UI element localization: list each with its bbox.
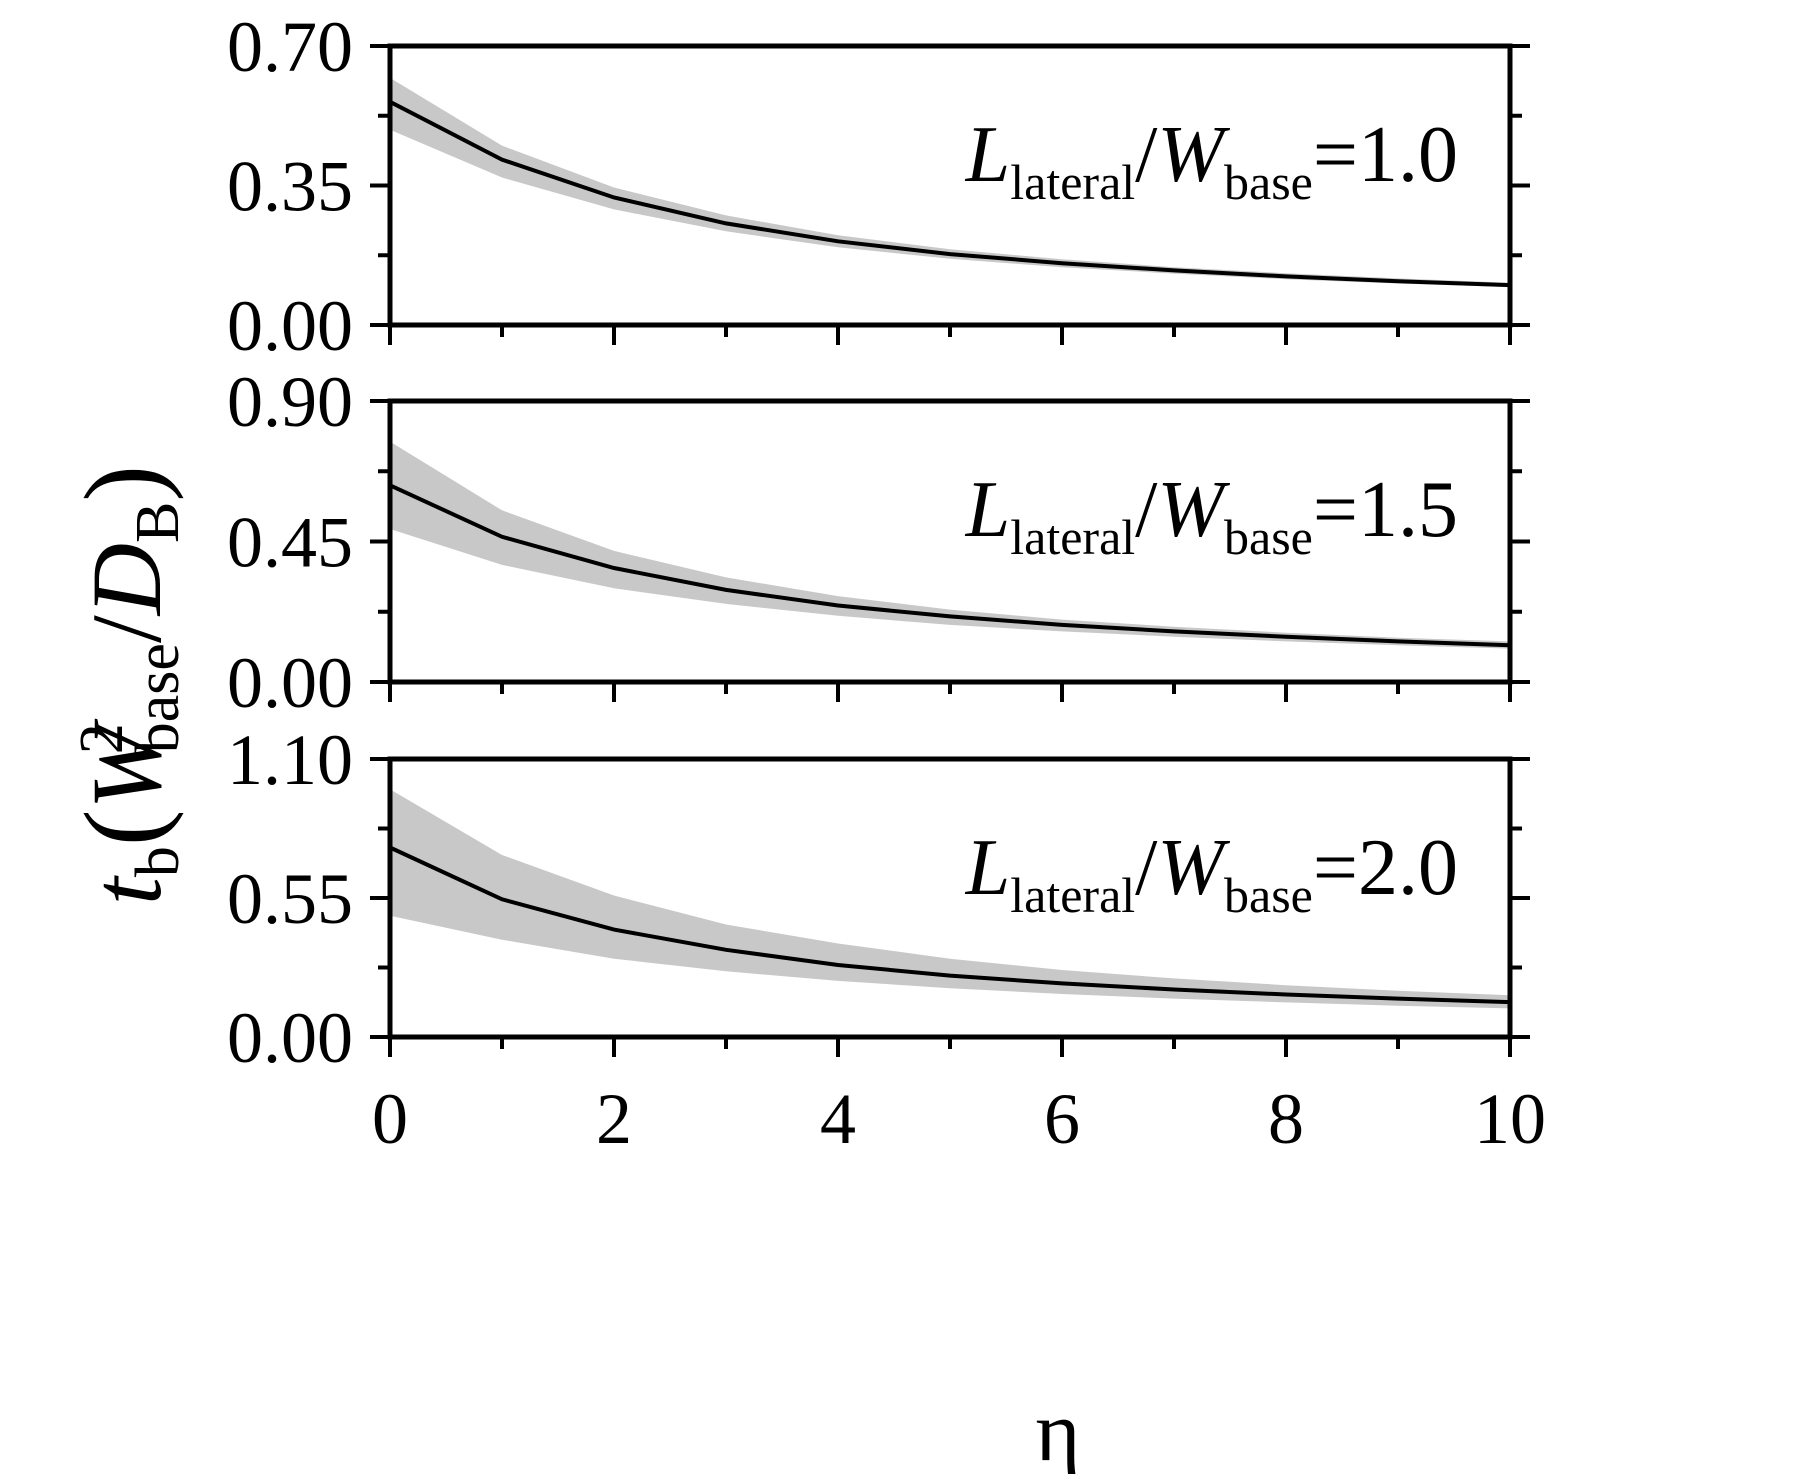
annotation-part: / [1135, 111, 1158, 199]
y-label-sub-B: B [124, 502, 192, 543]
y-axis-label: tb(W2base/DB) [62, 465, 192, 905]
annotation-part: W [1157, 824, 1230, 912]
annotation-part: lateral [1010, 154, 1135, 210]
annotation-part: L [965, 466, 1011, 554]
x-tick-labels: 0 2 4 6 8 10 [372, 1079, 1546, 1159]
panel-1: 0.00 0.35 0.70 Llateral/Wbase=1.0 [227, 7, 1530, 366]
data-line [389, 100, 1511, 288]
x-tick-label: 0 [372, 1079, 408, 1159]
annotation-part: =1.5 [1313, 466, 1458, 554]
x-tick-label: 8 [1268, 1079, 1304, 1159]
annotation-part: L [965, 824, 1011, 912]
y-label-sub-base: base [124, 643, 192, 753]
panel-3: 0.00 0.55 1.10 Llateral/Wbase=2.0 [227, 720, 1530, 1078]
y-tick-label: 0.45 [227, 503, 353, 583]
y-label-D: D [71, 543, 182, 617]
y-label-sup-2: 2 [68, 723, 136, 754]
annotation-part: lateral [1010, 867, 1135, 923]
annotation-part: W [1157, 111, 1230, 199]
y-tick-label: 0.00 [227, 998, 353, 1078]
panel-annotation: Llateral/Wbase=1.0 [965, 111, 1458, 210]
y-label-paren-open: ( [62, 810, 184, 847]
panel-annotation: Llateral/Wbase=1.5 [965, 466, 1458, 565]
annotation-part: lateral [1010, 509, 1135, 565]
y-tick-label: 0.55 [227, 859, 353, 939]
y-label-W: W [71, 719, 182, 810]
panel-2: 0.00 0.45 0.90 Llateral/Wbase=1.5 [227, 362, 1530, 723]
confidence-band [390, 789, 1510, 1009]
y-tick-label: 0.35 [227, 147, 353, 227]
annotation-part: =2.0 [1313, 824, 1458, 912]
annotation-part: base [1224, 509, 1313, 565]
annotation-part: / [1135, 466, 1158, 554]
y-tick-label: 0.00 [227, 286, 353, 366]
annotation-part: =1.0 [1313, 111, 1458, 199]
x-tick-label: 6 [1044, 1079, 1080, 1159]
annotation-part: W [1157, 466, 1230, 554]
annotation-part: L [965, 111, 1011, 199]
panel-annotation: Llateral/Wbase=2.0 [965, 824, 1458, 923]
x-tick-label: 2 [596, 1079, 632, 1159]
y-tick-label: 0.00 [227, 643, 353, 723]
x-tick-label: 10 [1474, 1079, 1546, 1159]
annotation-part: / [1135, 824, 1158, 912]
y-label-t: t [71, 875, 182, 905]
y-label-paren-close: ) [62, 465, 184, 502]
panels: 0.000.350.70Llateral/Wbase=1.00.000.450.… [227, 7, 1530, 1078]
x-tick-label: 4 [820, 1079, 856, 1159]
y-tick-label: 0.90 [227, 362, 353, 442]
y-tick-label: 0.70 [227, 7, 353, 87]
annotation-part: base [1224, 154, 1313, 210]
svg-text:tb(W2base/DB): tb(W2base/DB) [62, 465, 192, 905]
y-label-slash: / [71, 615, 182, 643]
annotation-part: base [1224, 867, 1313, 923]
y-label-sub-b: b [124, 846, 192, 877]
data-line [389, 845, 1511, 1005]
x-axis-label: η [1036, 1383, 1081, 1474]
data-line [389, 483, 1511, 648]
y-tick-label: 1.10 [227, 720, 353, 800]
